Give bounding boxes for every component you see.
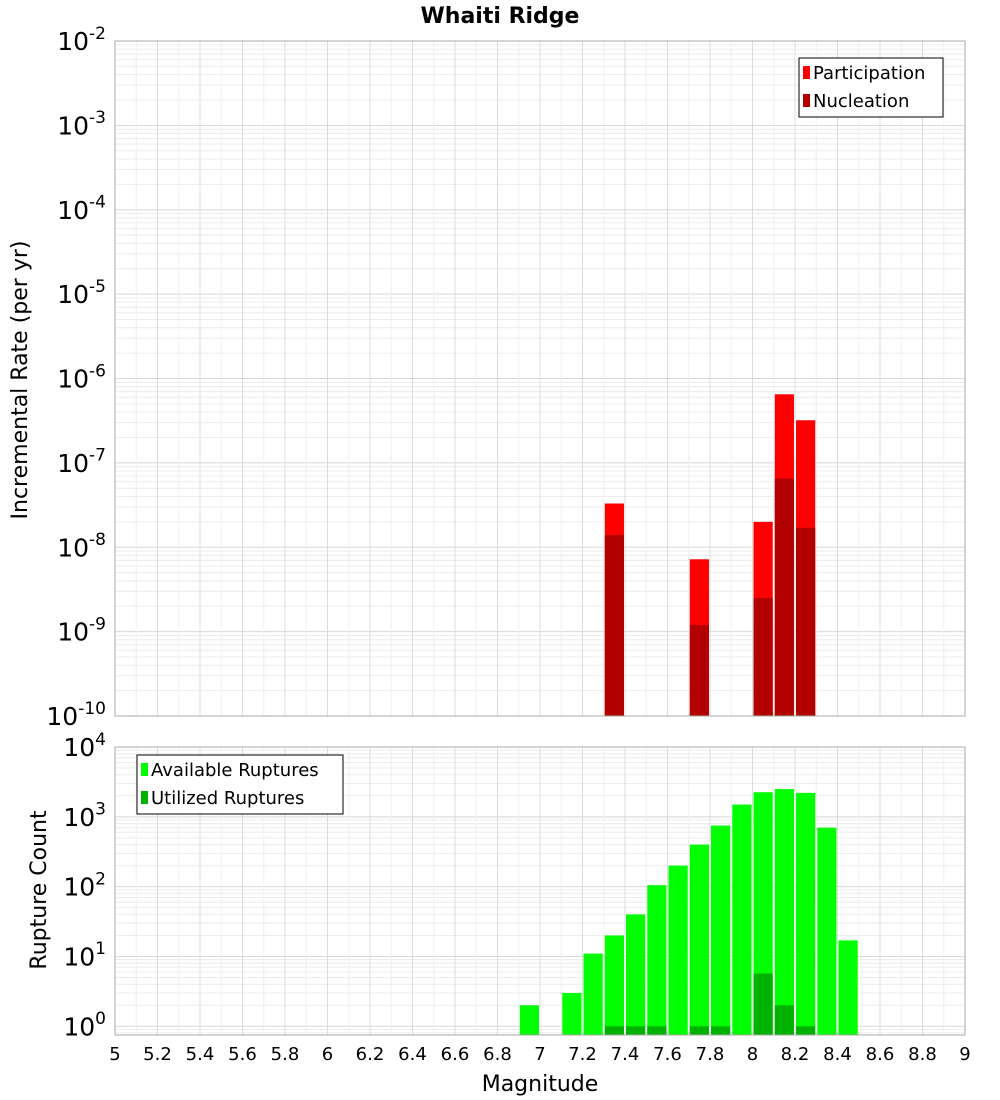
x-tick-label: 5.8 bbox=[271, 1044, 300, 1065]
series-utilized-ruptures bbox=[604, 973, 816, 1035]
x-tick-label: 5.6 bbox=[228, 1044, 257, 1065]
y-tick-label: 10-4 bbox=[57, 193, 106, 225]
y-tick-label: 10-7 bbox=[57, 446, 106, 478]
y-tick-label: 102 bbox=[63, 869, 106, 901]
bar bbox=[562, 992, 582, 1035]
grid bbox=[114, 41, 966, 717]
x-tick-label: 5.2 bbox=[143, 1044, 172, 1065]
x-axis-label: Magnitude bbox=[482, 1072, 599, 1097]
y-tick-label: 10-5 bbox=[57, 277, 106, 309]
x-tick-label: 5.4 bbox=[186, 1044, 215, 1065]
bar bbox=[753, 973, 773, 1035]
y-tick-label: 100 bbox=[63, 1009, 106, 1041]
y-tick-label: 10-3 bbox=[57, 108, 106, 140]
y-tick-labels: 10-10 10-9 10-8 10-7 10-6 10-5 10-4 10-3 10-2 bbox=[46, 24, 106, 731]
bottom-plot-panel: 100 101 102 103 104 Available Ruptures Utilize… bbox=[63, 730, 970, 1065]
bar bbox=[583, 953, 603, 1035]
legend-swatch bbox=[803, 94, 810, 107]
y-tick-label: 103 bbox=[63, 800, 106, 832]
top-plot-panel: 10-10 10-9 10-8 10-7 10-6 10-5 10-4 10-3 10-2 Par… bbox=[46, 24, 966, 731]
legend-swatch bbox=[141, 791, 148, 804]
bar bbox=[647, 1026, 667, 1035]
bar bbox=[817, 827, 837, 1035]
x-tick-label: 8.2 bbox=[781, 1044, 810, 1065]
x-tick-label: 6.4 bbox=[398, 1044, 427, 1065]
legend-label: Nucleation bbox=[813, 91, 909, 112]
y-tick-label: 101 bbox=[63, 939, 106, 971]
legend-label: Available Ruptures bbox=[151, 760, 319, 781]
bar bbox=[519, 1005, 539, 1035]
x-tick-label: 9 bbox=[959, 1044, 970, 1065]
bar bbox=[604, 935, 624, 1035]
y-tick-label: 10-2 bbox=[57, 24, 106, 56]
legend: Participation Nucleation bbox=[798, 57, 944, 118]
bar bbox=[711, 825, 731, 1035]
y-tick-label: 104 bbox=[63, 730, 106, 762]
top-y-axis-label: Incremental Rate (per yr) bbox=[8, 241, 33, 520]
legend-label: Utilized Ruptures bbox=[151, 788, 304, 809]
x-tick-label: 5 bbox=[109, 1044, 120, 1065]
bar bbox=[604, 1026, 624, 1035]
x-tick-label: 7.6 bbox=[653, 1044, 682, 1065]
x-tick-label: 6.6 bbox=[441, 1044, 470, 1065]
bar bbox=[796, 792, 816, 1035]
bar bbox=[689, 1026, 709, 1035]
bar bbox=[838, 940, 858, 1035]
x-tick-label: 7.4 bbox=[611, 1044, 640, 1065]
legend-box bbox=[136, 754, 344, 815]
x-tick-label: 7.8 bbox=[696, 1044, 725, 1065]
plot-frame bbox=[114, 746, 966, 1036]
bar bbox=[796, 1026, 816, 1035]
bar bbox=[604, 534, 624, 716]
bar bbox=[796, 527, 816, 716]
bar bbox=[626, 1026, 646, 1035]
series-nucleation bbox=[604, 478, 816, 716]
y-tick-label: 10-9 bbox=[57, 614, 106, 646]
bar bbox=[711, 1026, 731, 1035]
x-tick-label: 6.2 bbox=[356, 1044, 385, 1065]
bottom-y-axis-label: Rupture Count bbox=[27, 810, 52, 970]
x-tick-label: 8.4 bbox=[823, 1044, 852, 1065]
legend-label: Participation bbox=[813, 63, 925, 84]
bar bbox=[774, 789, 794, 1035]
legend-box bbox=[798, 57, 944, 118]
legend-swatch bbox=[141, 763, 148, 776]
x-tick-labels: 5 5.2 5.4 5.6 5.8 6 6.2 6.4 6.6 6.8 7 7.2 7.4 7.6 7.8 8… bbox=[109, 1044, 970, 1065]
x-tick-label: 8 bbox=[747, 1044, 758, 1065]
legend: Available Ruptures Utilized Ruptures bbox=[136, 754, 344, 815]
x-tick-label: 7 bbox=[534, 1044, 545, 1065]
y-tick-labels: 100 101 102 103 104 bbox=[63, 730, 106, 1042]
x-tick-label: 7.2 bbox=[568, 1044, 597, 1065]
bar bbox=[774, 1005, 794, 1035]
y-tick-label: 10-6 bbox=[57, 361, 106, 393]
y-tick-label: 10-10 bbox=[46, 699, 106, 731]
x-tick-label: 8.8 bbox=[908, 1044, 937, 1065]
bar bbox=[647, 885, 667, 1035]
x-tick-label: 6.8 bbox=[483, 1044, 512, 1065]
y-tick-label: 10-8 bbox=[57, 530, 106, 562]
bar bbox=[753, 598, 773, 716]
x-tick-label: 8.6 bbox=[866, 1044, 895, 1065]
bar bbox=[689, 624, 709, 716]
bar bbox=[689, 844, 709, 1035]
chart-title: Whaiti Ridge bbox=[421, 4, 580, 29]
bar bbox=[774, 478, 794, 716]
plot-frame bbox=[114, 40, 966, 717]
bar bbox=[732, 804, 752, 1035]
series-available-ruptures bbox=[519, 789, 858, 1035]
bar bbox=[626, 914, 646, 1035]
legend-swatch bbox=[803, 66, 810, 79]
x-tick-label: 6 bbox=[322, 1044, 333, 1065]
bar bbox=[668, 865, 688, 1035]
